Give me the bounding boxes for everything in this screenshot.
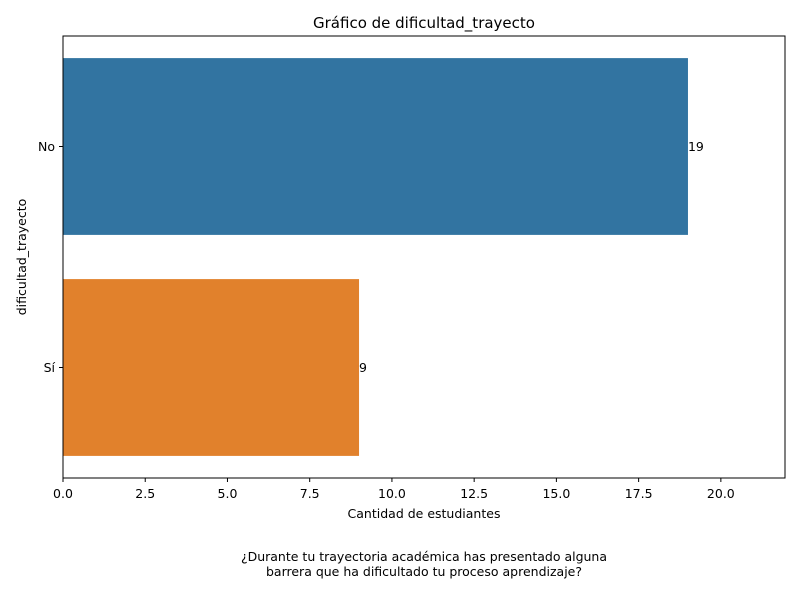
bar-value-label-0: 19 <box>688 139 704 154</box>
x-tick-label-7: 17.5 <box>625 486 653 501</box>
bar-1 <box>63 279 360 456</box>
x-tick-label-4: 10.0 <box>378 486 406 501</box>
y-axis-label: dificultad_trayecto <box>14 199 29 316</box>
x-tick-label-2: 5.0 <box>218 486 238 501</box>
x-axis-label: Cantidad de estudiantes <box>348 506 501 521</box>
caption-line-1: ¿Durante tu trayectoria académica has pr… <box>240 549 608 564</box>
chart-caption: ¿Durante tu trayectoria académica has pr… <box>0 549 800 579</box>
bar-value-label-1: 9 <box>359 360 367 375</box>
bar-0 <box>63 58 688 235</box>
x-tick-label-6: 15.0 <box>542 486 570 501</box>
x-tick-label-3: 7.5 <box>300 486 320 501</box>
axes-layer: No Sí 0.0 2.5 5.0 7.5 10.0 12.5 15.0 17.5 20.0 <box>38 35 786 501</box>
x-tick-label-8: 20.0 <box>707 486 735 501</box>
chart-title: Gráfico de dificultad_trayecto <box>313 14 535 33</box>
bars-layer: 19 9 <box>63 58 704 456</box>
y-tick-label-1: Sí <box>44 360 56 375</box>
y-tick-label-0: No <box>38 139 55 154</box>
x-tick-label-0: 0.0 <box>53 486 73 501</box>
plot-frame <box>62 35 786 479</box>
caption-line-2: barrera que ha dificultado tu proceso ap… <box>265 564 583 579</box>
x-tick-label-5: 12.5 <box>460 486 488 501</box>
x-tick-label-1: 2.5 <box>135 486 155 501</box>
